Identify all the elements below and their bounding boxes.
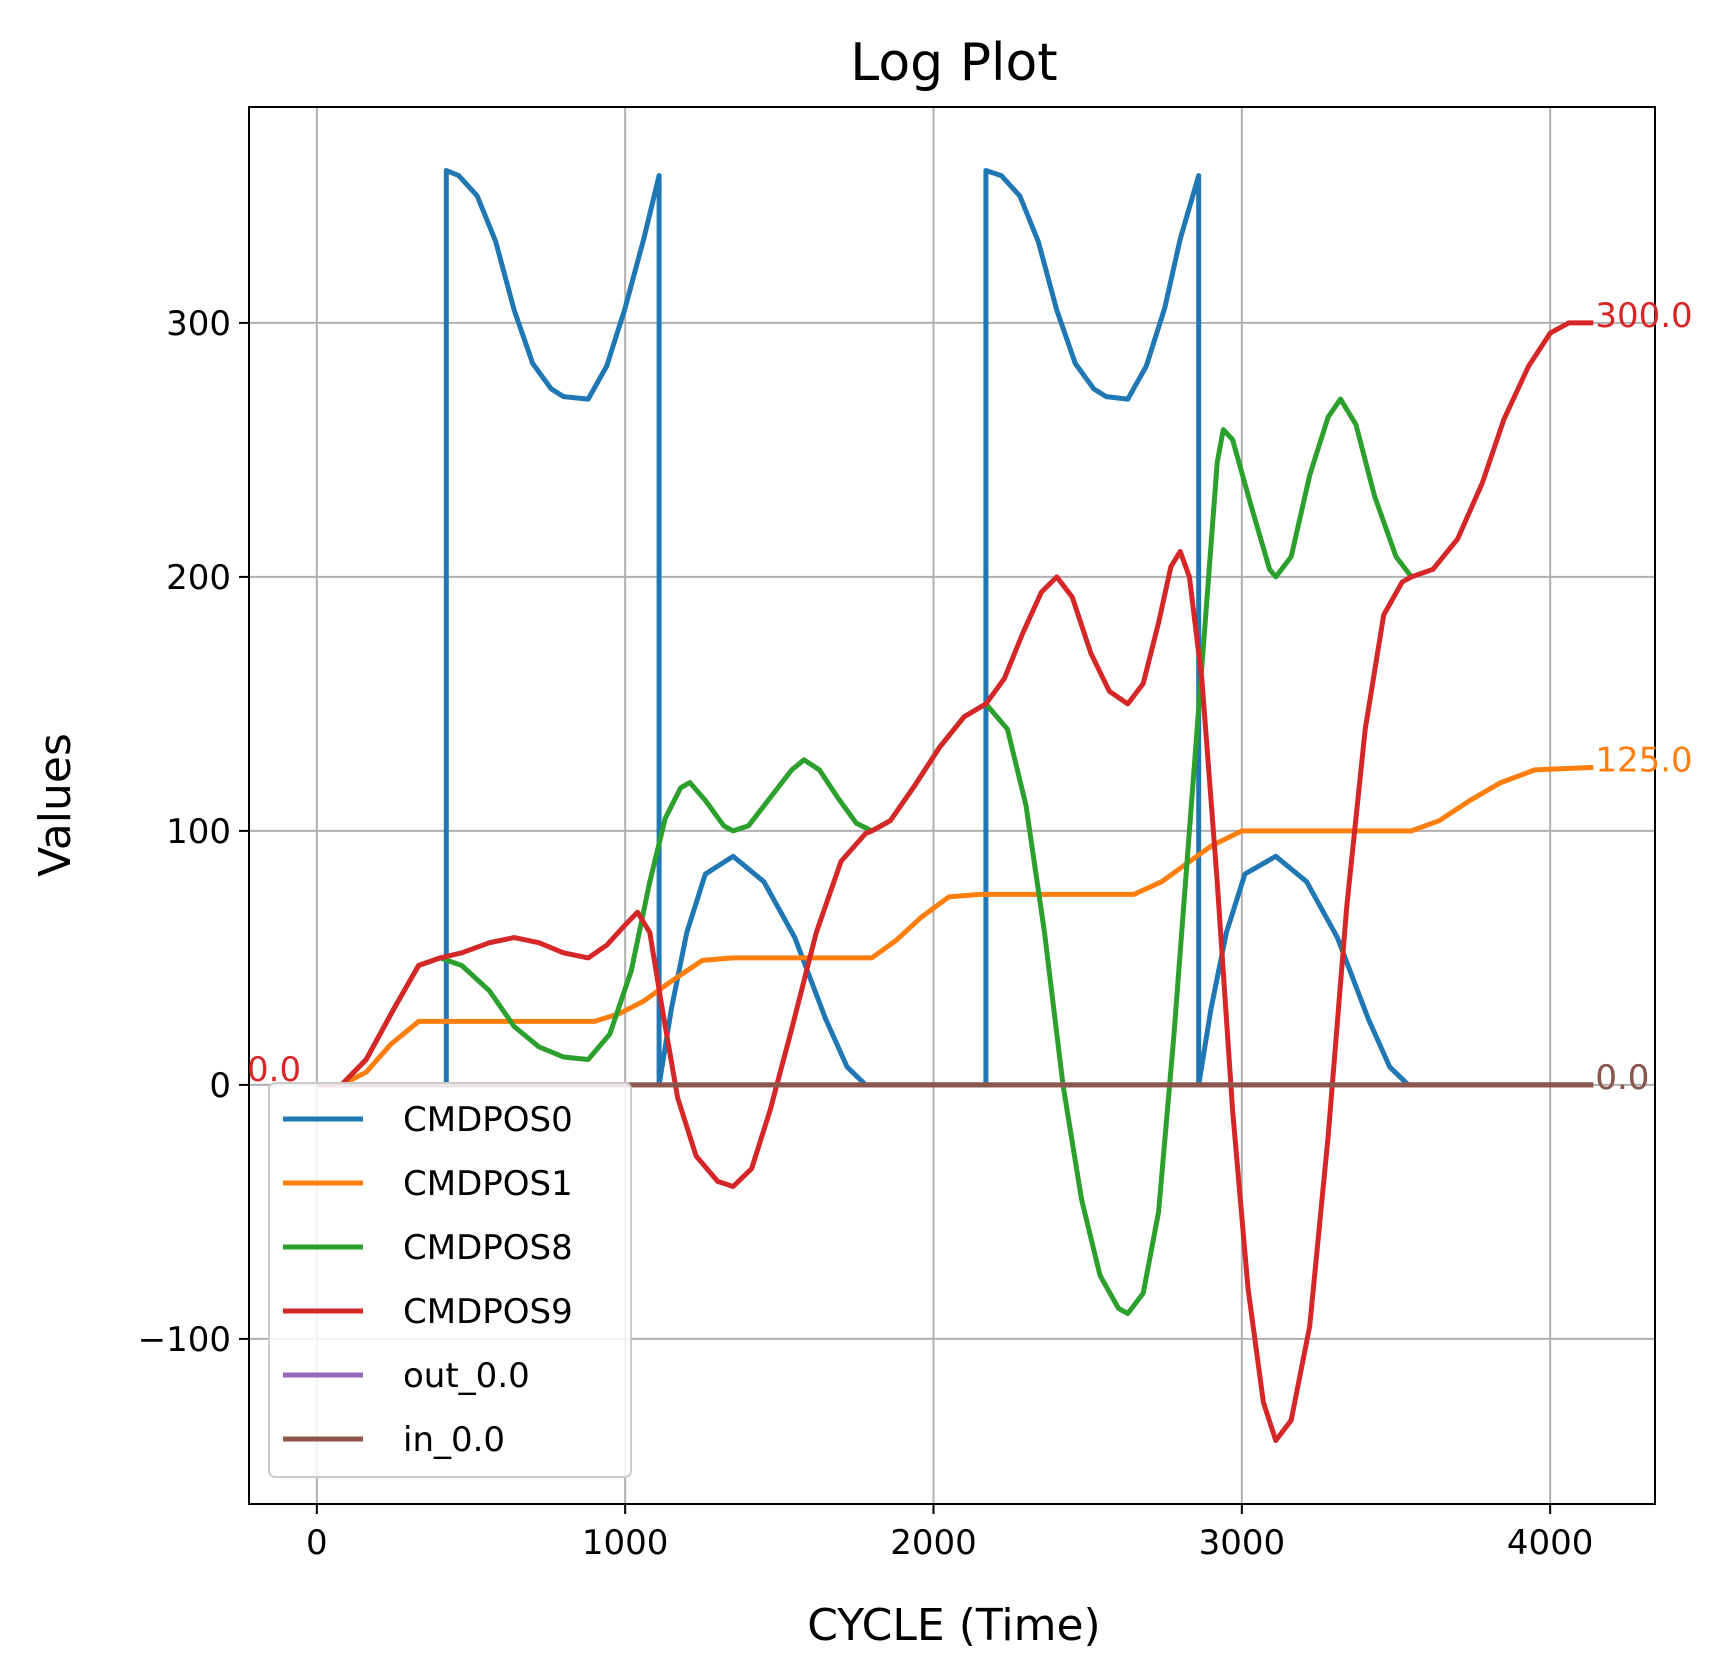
end-value-label: 0.0 xyxy=(1595,1058,1649,1098)
x-tick-label: 0 xyxy=(306,1523,328,1563)
y-tick-label: 300 xyxy=(166,304,231,344)
x-axis-label: CYCLE (Time) xyxy=(807,1600,1100,1651)
legend-label: CMDPOS0 xyxy=(403,1100,573,1140)
legend-label: out_0.0 xyxy=(403,1356,530,1396)
series-cmdpos9-line xyxy=(316,320,1594,1443)
x-tick-label: 4000 xyxy=(1507,1523,1594,1563)
legend-label: CMDPOS9 xyxy=(403,1292,573,1332)
legend-label: CMDPOS8 xyxy=(403,1228,573,1268)
chart-title: Log Plot xyxy=(850,33,1057,93)
legend-box xyxy=(268,1082,632,1478)
plot-frame xyxy=(248,106,1656,1505)
series-layer xyxy=(316,168,1594,1443)
y-tick-label: 100 xyxy=(166,812,231,852)
x-tick-label: 3000 xyxy=(1199,1523,1286,1563)
series-cmdpos1-line xyxy=(316,764,1594,1088)
series-cmdpos0-line xyxy=(316,168,1594,1088)
legend-label: in_0.0 xyxy=(403,1420,505,1460)
end-value-label: 125.0 xyxy=(1595,740,1692,780)
legend: CMDPOS0 CMDPOS1 CMDPOS8 CMDPOS9 out_0.0 in_0.… xyxy=(268,1082,632,1478)
y-axis-label: Values xyxy=(30,733,81,877)
end-value-label: 0.0 xyxy=(1595,1058,1649,1098)
x-tick-label: 1000 xyxy=(582,1523,669,1563)
y-tick-label: −100 xyxy=(138,1320,231,1360)
x-tick-label: 2000 xyxy=(890,1523,977,1563)
y-tick-label: 0 xyxy=(209,1066,231,1106)
end-value-label: 300.0 xyxy=(1595,296,1692,336)
y-tick-label: 200 xyxy=(166,558,231,598)
legend-label: CMDPOS1 xyxy=(403,1164,573,1204)
ticks: 0 1000 2000 3000 4000 −100 0 100 200 300 xyxy=(138,304,1594,1563)
